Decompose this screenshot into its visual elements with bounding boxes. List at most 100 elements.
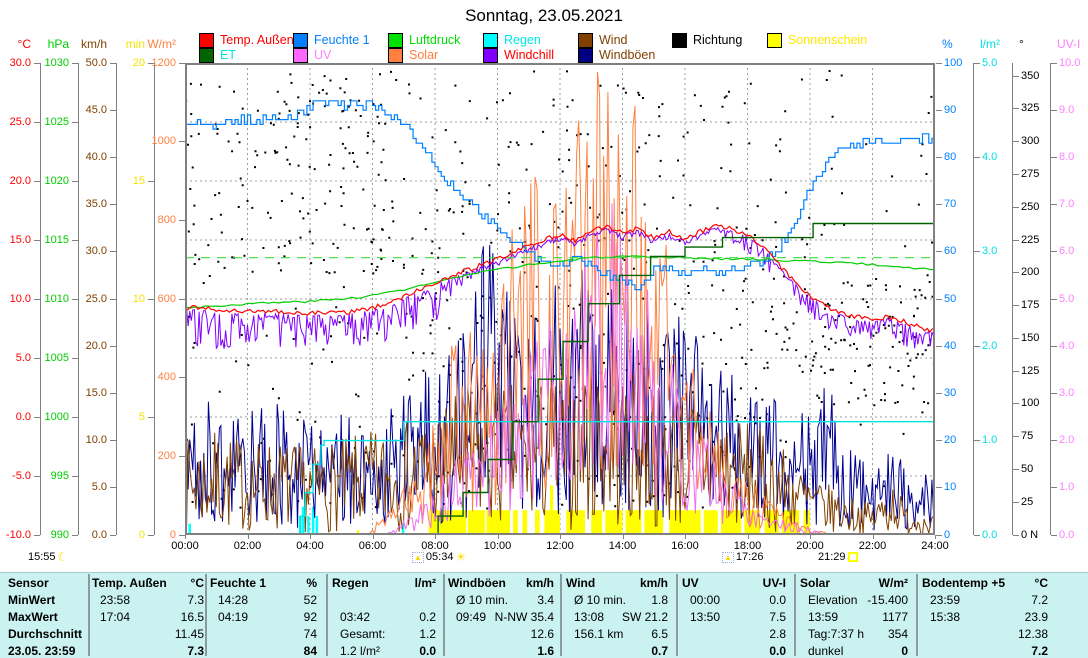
axis-tick <box>110 298 116 300</box>
x-axis-tick <box>685 535 686 539</box>
x-axis-tick-label: 18:00 <box>733 540 762 552</box>
axis-tick <box>110 156 116 158</box>
table-cell-label: 00:00 <box>690 593 721 607</box>
table-col-header-bodentemp-5: Bodentemp +5 <box>922 576 1006 590</box>
axis-tick <box>936 440 942 442</box>
legend-item-wind[interactable]: Wind <box>578 32 627 48</box>
x-axis-tick <box>872 535 874 539</box>
chart-plot-area <box>185 63 935 535</box>
table-cell-value: 1.6 <box>537 644 554 658</box>
table-col-header-temp-au-en: Temp. Außen <box>92 576 167 590</box>
axis-tick-label: 0.0 <box>1059 528 1075 541</box>
axis-tick <box>1051 534 1057 536</box>
axis-tick-label: 70 <box>944 198 957 211</box>
legend-item-windchill[interactable]: Windchill <box>483 47 554 63</box>
table-cell-value: 84 <box>303 644 317 658</box>
table-separator <box>88 574 90 656</box>
axis-tick <box>179 141 185 143</box>
axis-tick-label: 3.0 <box>982 245 998 258</box>
table-cell-value: N-NW 35.4 <box>494 610 554 624</box>
axis-tick <box>974 62 980 64</box>
axis-tick-label: 30 <box>944 386 957 399</box>
legend-item-solar[interactable]: Solar <box>388 47 439 63</box>
legend-item-feuchte-1[interactable]: Feuchte 1 <box>293 32 370 48</box>
axis-tick-label: 100 <box>1021 397 1040 410</box>
x-axis-tick-label: 00:00 <box>171 540 199 552</box>
axis-tick-label: 10 <box>132 292 145 305</box>
table-separator <box>916 574 918 656</box>
legend-item-luftdruck[interactable]: Luftdruck <box>388 32 460 48</box>
table-row-label: Sensor <box>8 576 49 590</box>
axis-tick-label: 6.0 <box>1059 245 1075 258</box>
x-axis-tick-label: 10:00 <box>483 540 512 552</box>
axis-tick-label: 0 <box>138 528 145 541</box>
axis-tick <box>936 534 942 536</box>
axis-tick <box>72 475 78 477</box>
table-cell-value: -15.400 <box>867 593 908 607</box>
axis-tick <box>974 345 980 347</box>
axis-tick <box>148 416 154 418</box>
axis-tick <box>110 392 116 394</box>
axis-tick-label: 20.0 <box>85 339 107 352</box>
table-col-unit-windb-en: km/h <box>525 576 554 590</box>
table-cell-value: 0 <box>901 644 908 658</box>
legend-item-et[interactable]: ET <box>199 47 236 63</box>
x-axis-tick <box>622 535 624 539</box>
table-cell-value: 7.3 <box>187 644 204 658</box>
moonset-time-label: 17:26 <box>735 551 764 563</box>
axis-tick-label: 25 <box>1021 495 1034 508</box>
axis-tick <box>974 156 980 158</box>
legend-color-swatch <box>199 32 214 48</box>
axis-tick <box>1013 272 1019 274</box>
x-axis-tick-label: 06:00 <box>358 540 387 552</box>
legend-color-swatch <box>578 47 593 63</box>
axis-tick-label: 0.0 <box>91 528 107 541</box>
legend-color-swatch <box>767 32 782 48</box>
table-cell-value: 0.7 <box>651 644 668 658</box>
x-axis-tick <box>435 535 436 539</box>
legend-color-swatch <box>293 47 308 63</box>
table-cell-value: 7.2 <box>1031 644 1048 658</box>
axis-unit-label: l/m² <box>980 37 1000 51</box>
axis-tick <box>936 298 942 300</box>
stats-table <box>0 572 1088 658</box>
legend-item-temp-au-en[interactable]: Temp. Außen <box>199 32 294 48</box>
axis-tick-label: 25.0 <box>85 292 107 305</box>
sun-icon: ☀ <box>455 550 467 564</box>
axis-tick <box>72 121 78 123</box>
legend-item-regen[interactable]: Regen <box>483 32 541 48</box>
table-separator <box>560 574 562 656</box>
table-cell-value: 0.0 <box>419 644 436 658</box>
sunshine-bar <box>591 510 603 535</box>
table-cell-label: Gesamt: <box>340 627 386 641</box>
table-cell-label: 09:49 <box>456 610 487 624</box>
axis-tick <box>936 109 942 111</box>
table-cell-label: 1.2 l/m² <box>340 644 381 658</box>
table-separator <box>676 574 678 656</box>
legend-item-uv[interactable]: UV <box>293 47 331 63</box>
rain-bar <box>315 516 319 535</box>
table-cell-value: 2.8 <box>769 627 786 641</box>
axis-tick <box>34 62 40 64</box>
legend-item-windb-en[interactable]: Windböen <box>578 47 655 63</box>
axis-tick-label: 1025 <box>44 115 69 128</box>
axis-unit-label: min <box>125 37 145 51</box>
legend-label: ET <box>220 48 236 62</box>
x-axis-tick <box>247 535 249 539</box>
axis-tick-label: -10.0 <box>5 528 31 541</box>
axis-tick-label: 150 <box>1021 331 1040 344</box>
legend-item-sonnenschein[interactable]: Sonnenschein <box>767 32 867 48</box>
axis-tick <box>1013 141 1019 143</box>
axis-tick <box>1013 370 1019 372</box>
legend-item-richtung[interactable]: Richtung <box>672 32 742 48</box>
legend-label: Solar <box>409 48 439 62</box>
axis-tick <box>72 62 78 64</box>
axis-tick-label: 1200 <box>151 56 176 69</box>
axis-line-lm <box>973 63 974 535</box>
table-cell-value: 7.3 <box>187 593 204 607</box>
axis-tick-label: 1020 <box>44 174 69 187</box>
legend-label: Regen <box>504 33 541 47</box>
x-axis-tick <box>747 535 749 539</box>
axis-tick-label: 325 <box>1021 102 1040 115</box>
